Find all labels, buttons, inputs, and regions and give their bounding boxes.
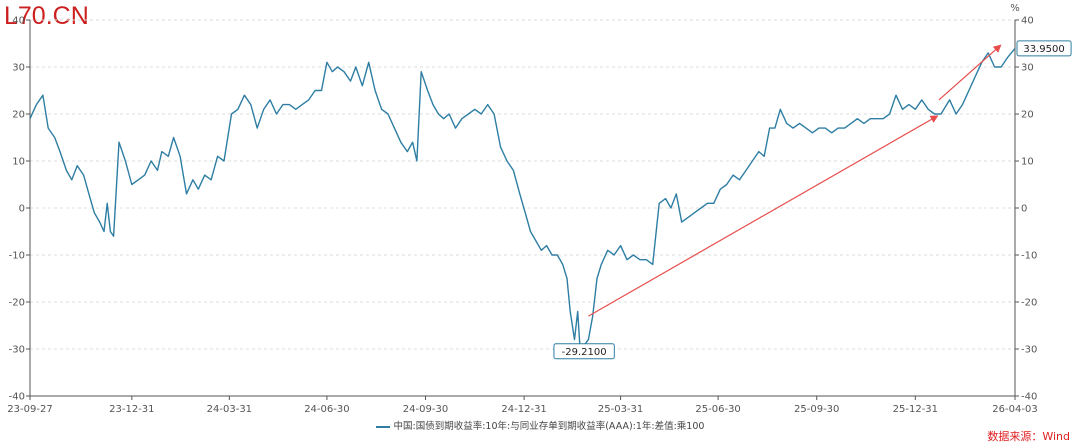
x-tick-label: 25-06-30 (695, 404, 740, 415)
x-tick-label: 25-03-31 (598, 404, 643, 415)
y-tick-label-left: 40 (12, 16, 25, 27)
x-tick-label: 23-09-27 (7, 404, 52, 415)
y-tick-label-right: 30 (1021, 63, 1034, 74)
legend: 中国:国债到期收益率:10年:与同业存单到期收益率(AAA):1年:差值:乘10… (0, 418, 1080, 432)
y-tick-label-right: 0 (1021, 204, 1027, 215)
value-callout-label: -29.2100 (562, 347, 607, 358)
value-callout-box (553, 343, 615, 360)
y-tick-label-left: 20 (12, 110, 25, 121)
trend-arrow (938, 44, 1002, 101)
y-tick-label-left: 0 (19, 204, 25, 215)
y-tick-label-right: -40 (1021, 392, 1037, 403)
y-tick-label-right: 40 (1021, 16, 1034, 27)
value-callouts: -29.2100 33.9500 (553, 40, 1072, 360)
source-note: 数据来源：Wind (987, 430, 1070, 443)
legend-swatch (375, 425, 390, 428)
x-tick-label: 24-09-30 (403, 404, 448, 415)
x-tick-label: 24-06-30 (304, 404, 349, 415)
y-tick-label-right: 20 (1021, 110, 1034, 121)
legend-label: 中国:国债到期收益率:10年:与同业存单到期收益率(AAA):1年:差值:乘10… (393, 421, 705, 432)
x-tick-label: 24-12-31 (501, 404, 546, 415)
series-line (29, 47, 1016, 346)
axes: -40 -40 -30 -30 -20 -20 -10 -10 0 0 10 10 20 20 30 30 40… (7, 3, 1037, 415)
x-tick-label: 25-12-31 (893, 404, 938, 415)
watermark-logo: L70.CN (4, 2, 89, 30)
x-tick-label: 25-09-30 (794, 404, 839, 415)
y-tick-label-left: 30 (12, 63, 25, 74)
x-tick-label: 24-03-31 (207, 404, 252, 415)
x-tick-label: 26-04-03 (992, 404, 1037, 415)
y-tick-label-left: -10 (9, 251, 25, 262)
x-tick-label: 23-12-31 (109, 404, 154, 415)
y-tick-label-right: 10 (1021, 157, 1034, 168)
value-callout-label: 33.9500 (1023, 44, 1064, 55)
y-tick-label-right: -20 (1021, 298, 1037, 309)
value-callout-box (1016, 40, 1072, 57)
y-tick-label-left: -40 (9, 392, 25, 403)
series-layer (29, 47, 1016, 346)
right-axis-unit: % (1010, 3, 1020, 14)
y-tick-label-left: 10 (12, 157, 25, 168)
trend-arrows (588, 44, 1002, 317)
y-tick-label-left: -20 (9, 298, 25, 309)
y-tick-label-right: -10 (1021, 251, 1037, 262)
y-tick-label-right: -30 (1021, 345, 1037, 356)
grid-lines (30, 19, 1015, 350)
y-tick-label-left: -30 (9, 345, 25, 356)
trend-arrow (588, 115, 939, 317)
